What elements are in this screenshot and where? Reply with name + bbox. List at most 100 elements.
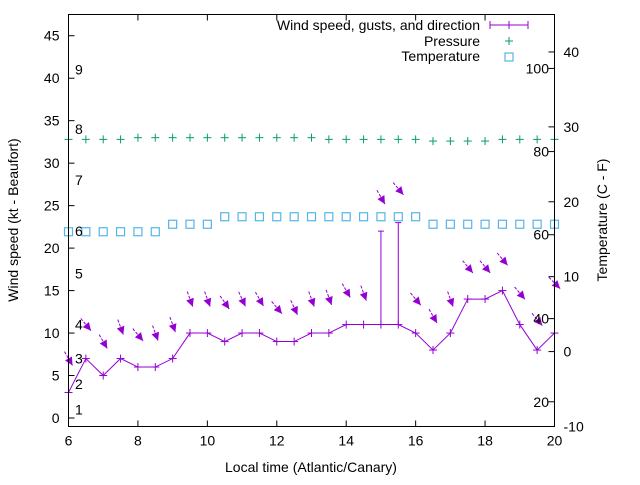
arrow-shaft [290,300,298,316]
temperature-point [341,212,351,222]
pressure-point [359,135,368,144]
arrow-shaft [548,276,561,289]
arrow-head [99,339,108,349]
arrow-head [273,305,282,314]
arrow-head [516,290,525,300]
wind-direction-arrow [116,319,125,335]
temperature-point [185,219,195,229]
wind-speed-point [203,329,212,338]
y2-tick-label: 30 [564,119,580,135]
arrow-head [255,297,264,307]
x-tick-label: 6 [65,433,73,449]
arrow-head [551,280,561,289]
wind-speed-point [133,363,142,372]
pressure-point [533,135,542,144]
y-tick-label: 10 [44,325,60,341]
arrow-shaft [479,260,491,274]
wind-speed-point [533,346,542,355]
arrow-shaft [376,189,386,205]
wind-speed-point [515,320,524,329]
arrow-head [325,296,333,305]
temperature-point [168,219,178,229]
y2-tick-label: 10 [564,269,580,285]
x-tick-label: 10 [200,433,216,449]
temperature-point [411,212,421,222]
x-axis-label: Local time (Atlantic/Canary) [225,459,397,475]
y-tick-label: 5 [52,368,60,384]
y-tick-label: 20 [44,240,60,256]
y-tick-label: 40 [44,70,60,86]
arrow-shaft [462,260,474,274]
beaufort-label: 2 [75,376,83,392]
arrow-shaft [64,351,73,366]
wind-direction-arrow [428,308,438,324]
temperature-point [376,212,386,222]
wind-speed-point [255,329,264,338]
temperature-point [445,219,455,229]
pressure-point [186,133,194,142]
legend-label-pressure: Pressure [424,33,480,49]
arrow-head [482,264,491,273]
pressure-point [168,133,177,142]
beaufort-label: 7 [75,172,83,188]
temperature-point [393,212,403,222]
wind-direction-arrow [392,182,404,196]
temperature-point [81,227,91,237]
pressure-point [446,137,455,146]
beaufort-label: 8 [75,121,83,137]
wind-speed-point [446,329,455,338]
wind-direction-arrow [307,291,316,307]
temperature-point [324,212,334,222]
arrow-shaft [98,334,108,349]
arrow-shaft [271,301,283,315]
wind-direction-arrow [132,328,144,342]
x-tick-label: 18 [477,433,493,449]
temperature-point [272,212,282,222]
legend-mark-pressure [505,37,513,45]
wind-speed-point [81,354,90,363]
wind-speed-point [307,329,316,338]
wind-speed-point [342,320,351,329]
wind-speed-point [359,320,368,329]
pressure-point [238,133,247,142]
temperature-point [202,219,212,229]
arrow-shaft [447,291,454,307]
wind-direction-arrow [479,260,491,274]
y2-axis-label: Temperature (C - F) [594,159,610,282]
pressure-point [272,133,281,142]
wind-direction-arrow [98,334,108,349]
wind-direction-arrow [168,316,177,333]
wind-direction-arrow [219,295,230,310]
wind-speed-point [186,329,194,338]
pressure-point [116,135,125,144]
temperature-point [480,219,490,229]
temperature-point [220,212,230,222]
wind-speed-point [411,329,420,338]
temperature-point [463,219,473,229]
y-tick-label: 45 [44,28,60,44]
wind-speed-point [151,363,160,372]
plot-border [68,14,555,427]
y-tick-label: 0 [52,410,60,426]
arrow-head [499,256,508,266]
arrow-shaft [514,286,526,300]
arrow-head [395,186,404,195]
temperature-point [428,219,438,229]
arrow-shaft [360,285,367,301]
pressure-point [342,135,351,144]
fahrenheit-label: 100 [526,60,550,76]
arrow-shaft [392,182,404,196]
temperature-point [133,227,143,237]
wind-direction-arrow [186,291,194,307]
wind-speed-point [116,354,125,363]
wind-direction-arrow [238,291,246,307]
y-tick-label: 35 [44,113,60,129]
x-tick-label: 20 [547,433,563,449]
temperature-point [497,219,508,229]
wind-direction-arrow [410,292,422,306]
arrow-shaft [325,289,333,306]
wind-speed-point [498,286,507,295]
arrow-head [446,297,455,307]
y-tick-label: 25 [44,198,60,214]
